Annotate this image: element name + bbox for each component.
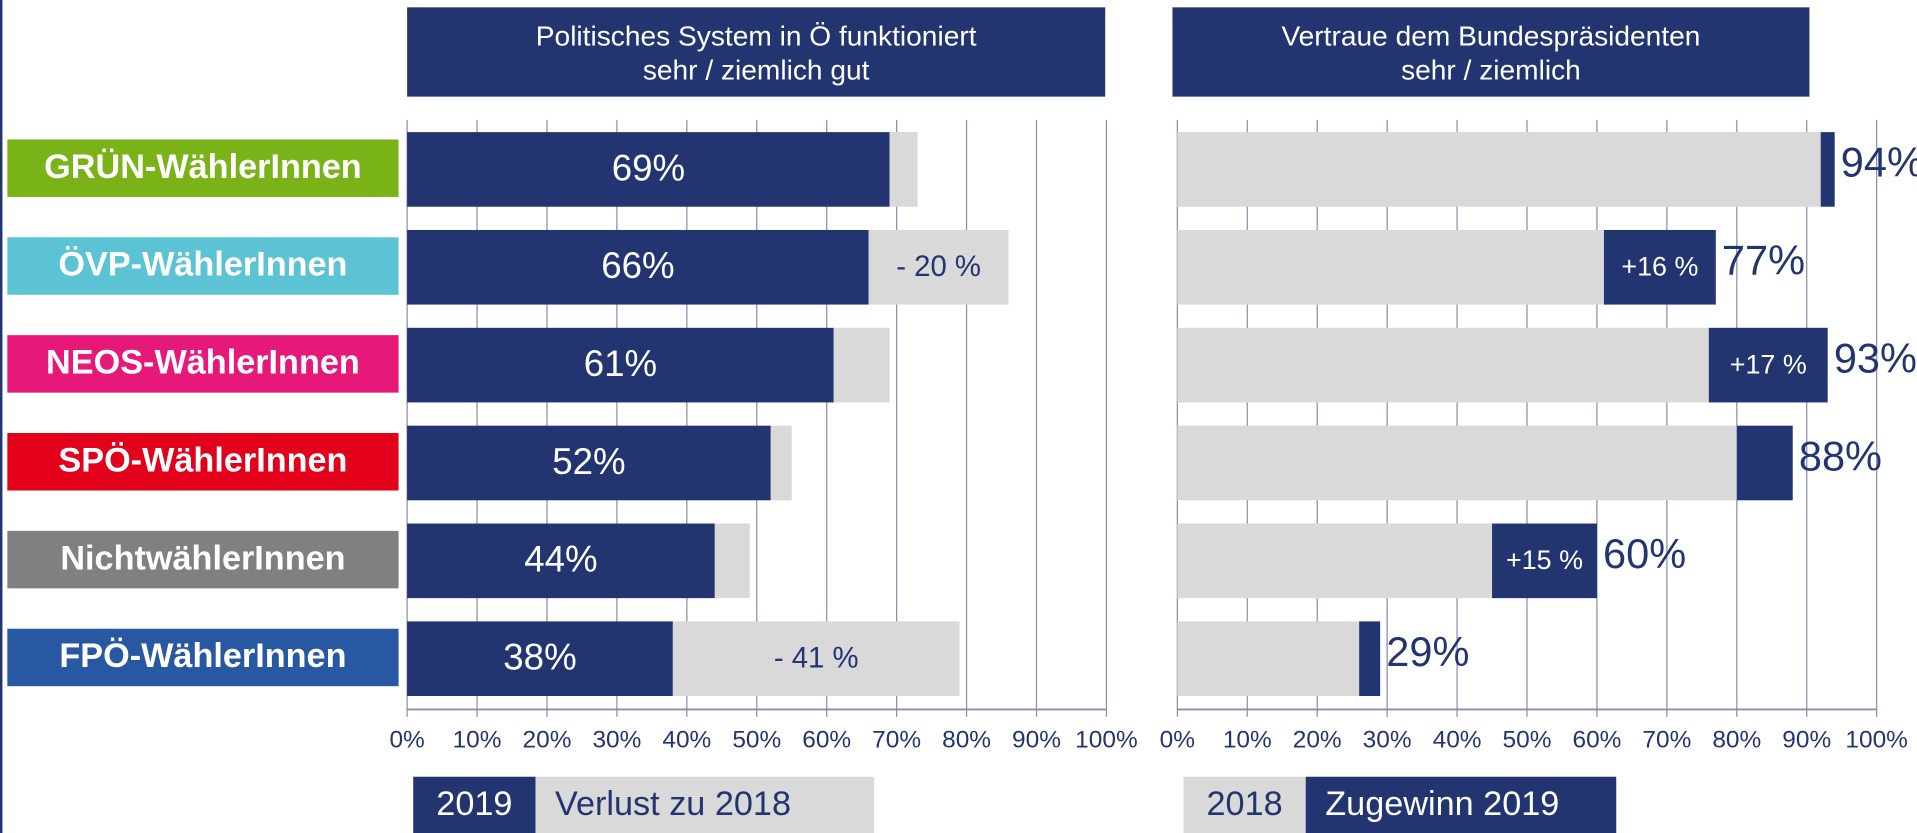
bar-segment (1177, 327, 1709, 403)
category-label: GRÜN-WählerInnen (44, 147, 362, 186)
x-tick-label: 10% (1223, 727, 1272, 754)
x-tick-label: 0% (1160, 727, 1195, 754)
total-label: 93% (1834, 334, 1917, 381)
total-label: 77% (1722, 237, 1805, 284)
category-box (7, 628, 399, 687)
bar-segment (714, 523, 750, 599)
legend-swatch (413, 776, 536, 833)
bar-segment (407, 621, 673, 697)
bar-segment (889, 132, 918, 207)
category-box (7, 237, 399, 295)
x-tick-label: 70% (1642, 727, 1691, 754)
bar-segment (1736, 425, 1793, 501)
value-label: - 20 % (896, 250, 981, 283)
bar-segment (1177, 229, 1604, 305)
chart-title: Politisches System in Ö funktioniert seh… (407, 7, 1106, 97)
bar-segment (672, 621, 960, 697)
x-tick-label: 90% (1012, 727, 1061, 754)
legend-label: 2019 (436, 785, 512, 823)
legend-label: 2018 (1207, 785, 1283, 823)
bar-segment (1177, 621, 1360, 697)
total-label: 94% (1841, 139, 1917, 186)
legend-label: Verlust zu 2018 (555, 785, 791, 823)
bar-segment (1820, 132, 1835, 207)
x-tick-label: 20% (1293, 727, 1342, 754)
category-box (7, 433, 399, 491)
x-tick-label: 60% (802, 727, 851, 754)
value-label: 66% (601, 245, 674, 286)
category-label: NichtwählerInnen (60, 539, 345, 577)
category-label: SPÖ-WählerInnen (58, 440, 347, 479)
value-label: 38% (503, 637, 576, 678)
bar-segment (1177, 132, 1821, 207)
chart-title: Vertraue dem Bundespräsidenten sehr / zi… (1172, 7, 1810, 97)
x-tick-label: 80% (942, 727, 991, 754)
bar-segment (1359, 621, 1381, 697)
legend-swatch (1305, 776, 1617, 833)
legend-swatch (535, 776, 875, 833)
x-tick-label: 30% (1363, 727, 1412, 754)
bar-segment (407, 425, 771, 501)
bar-segment (407, 132, 890, 207)
bar-segment (407, 229, 869, 305)
x-tick-label: 10% (453, 727, 502, 754)
value-label: +17 % (1730, 349, 1807, 379)
bar-segment (407, 523, 715, 599)
x-tick-label: 100% (1075, 727, 1137, 754)
left-border (0, 0, 3, 833)
value-label: 69% (612, 147, 685, 188)
legend-swatch (1183, 776, 1306, 833)
x-tick-label: 30% (592, 727, 641, 754)
category-box (7, 335, 399, 393)
bar-segment (868, 229, 1009, 305)
value-label: +16 % (1621, 252, 1698, 282)
value-label: 44% (524, 539, 597, 580)
x-tick-label: 50% (1503, 727, 1552, 754)
category-label: FPÖ-WählerInnen (59, 636, 346, 675)
x-tick-label: 90% (1782, 727, 1831, 754)
x-tick-label: 100% (1845, 727, 1907, 754)
bar-segment (407, 327, 834, 403)
value-label: - 41 % (774, 642, 859, 675)
category-box (7, 530, 399, 589)
total-label: 60% (1603, 530, 1686, 577)
x-tick-label: 60% (1572, 727, 1621, 754)
x-tick-label: 40% (662, 727, 711, 754)
category-box (7, 139, 399, 197)
x-tick-label: 0% (389, 727, 424, 754)
category-label: ÖVP-WählerInnen (58, 245, 347, 284)
bar-segment (833, 327, 890, 403)
bar-segment (1492, 523, 1597, 599)
value-label: +15 % (1506, 545, 1583, 575)
bar-segment (1177, 523, 1493, 599)
bar-segment (1177, 425, 1737, 501)
category-label: NEOS-WählerInnen (46, 344, 360, 382)
x-tick-label: 50% (732, 727, 781, 754)
x-tick-label: 20% (523, 727, 572, 754)
bar-segment (1708, 327, 1828, 403)
bar-segment (770, 425, 792, 501)
value-label: 61% (584, 343, 657, 384)
bar-segment (1603, 229, 1716, 305)
total-label: 29% (1386, 628, 1469, 675)
x-tick-label: 80% (1712, 727, 1761, 754)
x-tick-label: 40% (1433, 727, 1482, 754)
legend-label: Zugewinn 2019 (1325, 785, 1559, 823)
total-label: 88% (1799, 432, 1882, 479)
value-label: 52% (552, 441, 625, 482)
x-tick-label: 70% (872, 727, 921, 754)
